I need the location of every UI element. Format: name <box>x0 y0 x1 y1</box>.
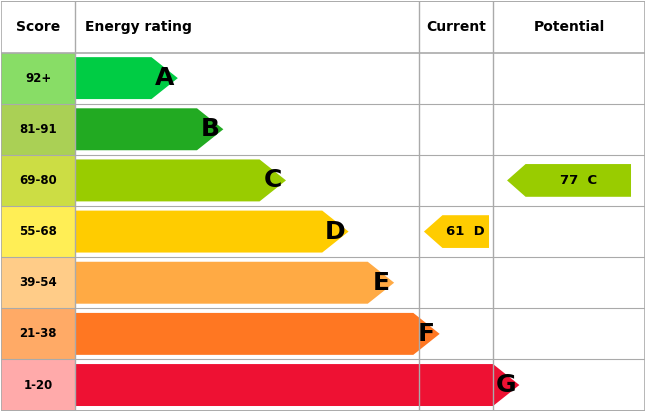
Text: 81-91: 81-91 <box>19 123 57 136</box>
Polygon shape <box>76 211 349 253</box>
Text: D: D <box>325 220 346 243</box>
Polygon shape <box>76 57 178 99</box>
Text: C: C <box>264 169 282 192</box>
Polygon shape <box>76 108 224 150</box>
Text: 92+: 92+ <box>25 72 52 84</box>
Polygon shape <box>507 164 631 197</box>
Text: Energy rating: Energy rating <box>85 20 192 34</box>
Bar <box>1 1 645 53</box>
Text: 55-68: 55-68 <box>19 225 57 238</box>
Bar <box>1 257 76 308</box>
Text: Potential: Potential <box>534 20 605 34</box>
Bar <box>1 155 76 206</box>
Bar <box>1 206 76 257</box>
Text: 1-20: 1-20 <box>24 379 53 391</box>
Text: 39-54: 39-54 <box>19 276 57 289</box>
Polygon shape <box>76 364 519 406</box>
Text: Current: Current <box>426 20 486 34</box>
Bar <box>1 104 76 155</box>
Bar <box>1 308 76 359</box>
Polygon shape <box>76 313 440 355</box>
Text: G: G <box>496 373 517 397</box>
Bar <box>1 359 76 411</box>
Text: A: A <box>155 66 174 90</box>
Polygon shape <box>76 262 394 304</box>
Bar <box>1 53 76 104</box>
Text: Score: Score <box>16 20 61 34</box>
Text: F: F <box>418 322 435 346</box>
Text: 61  D: 61 D <box>446 225 485 238</box>
Text: 21-38: 21-38 <box>19 328 57 340</box>
Text: B: B <box>201 117 220 141</box>
Polygon shape <box>424 215 489 248</box>
Text: 69-80: 69-80 <box>19 174 57 187</box>
Text: E: E <box>373 271 390 295</box>
Text: 77  C: 77 C <box>559 174 597 187</box>
Polygon shape <box>76 159 286 201</box>
